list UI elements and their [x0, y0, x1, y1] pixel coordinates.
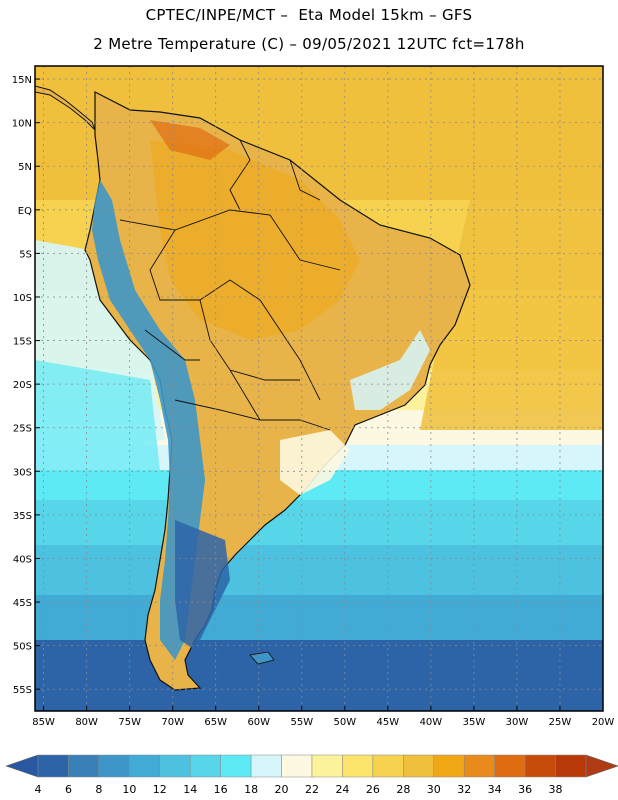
- title-line-1: CPTEC/INPE/MCT – Eta Model 15km – GFS: [145, 6, 473, 24]
- colorbar-swatch: [129, 754, 161, 778]
- colorbar-label: 30: [427, 783, 441, 796]
- colorbar-label: 4: [35, 783, 42, 796]
- colorbar-under-arrow: [5, 754, 39, 778]
- colorbar-swatch: [494, 754, 526, 778]
- colorbar-swatch: [433, 754, 465, 778]
- colorbar-label: 10: [122, 783, 136, 796]
- colorbar-swatch: [463, 754, 495, 778]
- colorbar-label: 32: [457, 783, 471, 796]
- ocean-band: [35, 500, 603, 545]
- colorbar-swatch: [250, 754, 282, 778]
- colorbar-swatch: [189, 754, 221, 778]
- lon-label: 55W: [290, 717, 313, 728]
- graticule: [35, 66, 604, 711]
- longitude-labels: 85W 80W 75W 70W 65W 60W 55W 50W 45W 40W 35W 30W 25W 2…: [32, 706, 614, 728]
- colorbar-label: 24: [335, 783, 349, 796]
- colorbar-label: 38: [549, 783, 563, 796]
- colorbar-label: 20: [275, 783, 289, 796]
- colorbar-label: 14: [183, 783, 197, 796]
- lon-label: 30W: [506, 717, 529, 728]
- lat-label: 30S: [13, 467, 32, 478]
- colorbar-swatch: [98, 754, 130, 778]
- central-america-landmass: [35, 85, 96, 131]
- colorbar-swatch: [220, 754, 252, 778]
- lat-label: 50S: [13, 642, 32, 653]
- lon-label: 40W: [420, 717, 443, 728]
- lat-label: 35S: [13, 511, 32, 522]
- ocean-band: [35, 595, 603, 640]
- colorbar-swatch: [37, 754, 69, 778]
- atlantic-warm-region: [420, 180, 603, 430]
- uruguay-mild-region: [280, 430, 350, 495]
- brazil-highlands-cool-region: [350, 330, 430, 410]
- lon-label: 50W: [334, 717, 357, 728]
- colorbar-swatch: [524, 754, 556, 778]
- ocean-band: [35, 545, 603, 595]
- title-line-2: 2 Metre Temperature (C) – 09/05/2021 12U…: [93, 35, 525, 53]
- colorbar-label: 34: [488, 783, 502, 796]
- colorbar-label: 12: [153, 783, 167, 796]
- lat-label: 25S: [13, 424, 32, 435]
- colorbar-label: 36: [518, 783, 532, 796]
- lat-label: 10S: [13, 293, 32, 304]
- map-frame: [34, 65, 604, 712]
- lat-label: 40S: [13, 554, 32, 565]
- patagonia-cold-region: [175, 520, 230, 650]
- colorbar-label: 8: [95, 783, 102, 796]
- lon-label: 70W: [161, 717, 184, 728]
- lat-label: 20S: [13, 380, 32, 391]
- country-borders: [119, 139, 341, 431]
- colorbar-label: 6: [65, 783, 72, 796]
- lon-label: 85W: [32, 717, 55, 728]
- temperature-field: [35, 66, 603, 711]
- lon-label: 35W: [463, 717, 486, 728]
- colorbar-swatch: [372, 754, 404, 778]
- amazon-warm-region: [150, 140, 360, 340]
- lat-label: 5N: [18, 162, 32, 173]
- lon-label: 25W: [549, 717, 572, 728]
- ocean-band: [35, 640, 603, 711]
- lat-label: 15S: [13, 337, 32, 348]
- colorbar: 4 6 8 10 12 14 16 18 20 22 24 26 28 30 32 34 36 38: [5, 754, 618, 796]
- colorbar-swatch: [555, 754, 587, 778]
- lon-label: 80W: [75, 717, 98, 728]
- colorbar-swatch: [281, 754, 313, 778]
- colorbar-label: 22: [305, 783, 319, 796]
- colorbar-swatch: [311, 754, 343, 778]
- lon-label: 60W: [247, 717, 270, 728]
- lat-label: 55S: [13, 685, 32, 696]
- lon-label: 20W: [592, 717, 615, 728]
- colorbar-label: 28: [396, 783, 410, 796]
- lat-label: 5S: [19, 249, 32, 260]
- lon-label: 65W: [204, 717, 227, 728]
- lat-label: EQ: [18, 206, 32, 217]
- latitude-labels: 15N 10N 5N EQ 5S 10S 15S 20S 25S 30S 35S 40S 45S 50S 5…: [12, 75, 40, 696]
- lon-label: 75W: [118, 717, 141, 728]
- pacific-cool-region: [35, 360, 160, 480]
- colorbar-swatch: [403, 754, 435, 778]
- venezuela-hot-region: [150, 120, 230, 160]
- colorbar-label: 18: [244, 783, 258, 796]
- colorbar-swatch: [68, 754, 100, 778]
- lat-label: 15N: [12, 75, 32, 86]
- colorbar-label: 26: [366, 783, 380, 796]
- colorbar-over-arrow: [585, 754, 618, 778]
- lon-label: 45W: [377, 717, 400, 728]
- falkland-islands: [249, 651, 275, 665]
- lat-label: 10N: [12, 119, 32, 130]
- colorbar-label: 16: [214, 783, 228, 796]
- colorbar-swatch: [159, 754, 191, 778]
- colorbar-swatch: [342, 754, 374, 778]
- lat-label: 45S: [13, 598, 32, 609]
